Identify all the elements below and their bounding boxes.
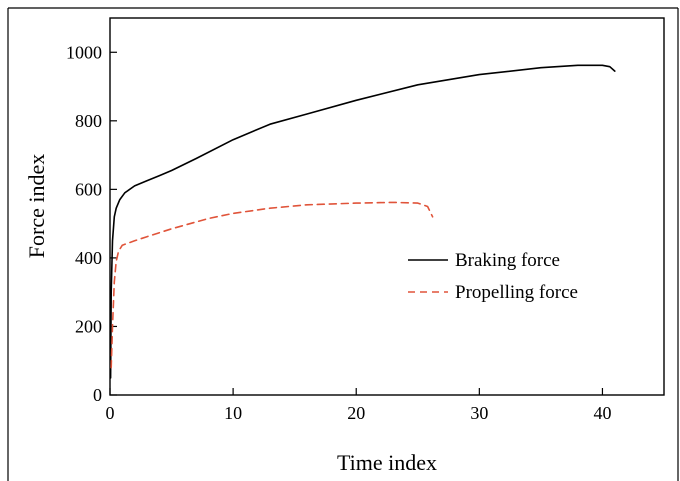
x-tick-label: 20 [347,403,365,423]
series-line-braking-force [109,64,616,379]
plot-area [109,17,665,396]
x-tick-label: 40 [593,403,611,423]
y-tick-label: 600 [75,179,102,199]
legend-label-braking: Braking force [455,250,560,271]
x-tick-label: 0 [106,403,115,423]
axis-ticks [109,51,604,396]
x-tick-label: 30 [470,403,488,423]
y-tick-label: 800 [75,111,102,131]
series-lines [109,64,616,379]
y-tick-label: 0 [93,385,102,405]
legend: Braking force Propelling force [408,250,578,303]
x-axis-label: Time index [337,450,437,475]
y-axis-label: Force index [24,154,49,258]
y-tick-label: 400 [75,248,102,268]
series-line-propelling-force [110,201,434,369]
legend-label-propelling: Propelling force [455,282,578,303]
y-tick-label: 1000 [66,42,102,62]
x-tick-label: 10 [224,403,242,423]
y-tick-label: 200 [75,316,102,336]
